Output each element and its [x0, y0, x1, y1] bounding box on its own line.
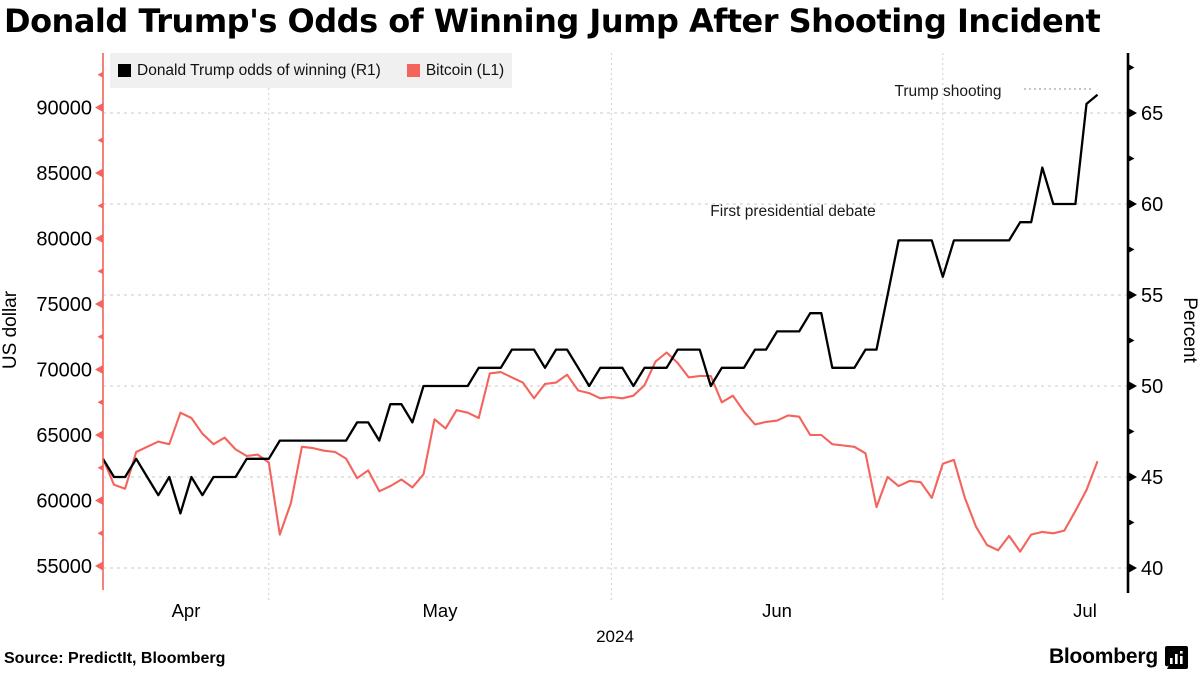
left-axis-tick-label: 55000	[36, 556, 92, 578]
page-title: Donald Trump's Odds of Winning Jump Afte…	[4, 2, 1101, 40]
bloomberg-logo: Bloomberg	[1049, 645, 1188, 669]
left-axis-tick-label: 70000	[36, 360, 92, 382]
legend-item-bitcoin: Bitcoin (L1)	[406, 61, 505, 80]
left-axis-ticks	[95, 71, 103, 571]
horizontal-gridlines	[103, 112, 1128, 569]
legend-label-bitcoin: Bitcoin (L1)	[425, 61, 505, 79]
x-axis-month-label: May	[423, 600, 459, 621]
right-axis-tick-label: 65	[1141, 103, 1163, 125]
right-axis-ticks	[1129, 64, 1137, 573]
bloomberg-wordmark: Bloomberg	[1048, 645, 1158, 668]
bitcoin-line	[102, 351, 1099, 553]
trump-odds-swatch-icon	[118, 64, 131, 77]
x-axis-month-label: Jun	[762, 600, 792, 621]
x-axis-year-label: 2024	[596, 627, 634, 646]
left-axis-tick-label: 75000	[36, 294, 92, 316]
left-axis-tick-label: 85000	[36, 163, 92, 185]
left-axis-tick-label: 65000	[36, 425, 92, 447]
annotation-label: First presidential debate	[710, 203, 875, 220]
trump-odds-line	[102, 93, 1099, 515]
right-axis-title: Percent	[1179, 297, 1200, 363]
right-axis-tick-label: 45	[1141, 467, 1163, 489]
left-axis-tick-label: 90000	[36, 98, 92, 120]
annotation-label: Trump shooting	[894, 83, 1001, 100]
right-axis-tick-label: 50	[1141, 376, 1163, 398]
legend: Donald Trump odds of winning (R1) Bitcoi…	[110, 53, 513, 88]
legend-item-trump-odds: Donald Trump odds of winning (R1)	[118, 62, 381, 80]
right-axis-tick-label: 40	[1141, 558, 1163, 580]
month-gridlines	[268, 53, 944, 600]
left-axis-title: US dollar	[0, 290, 21, 369]
x-axis-month-label: Jul	[1073, 600, 1097, 621]
right-axis-tick-label: 60	[1141, 194, 1163, 216]
left-axis-tick-label: 60000	[36, 491, 92, 513]
left-axis-tick-label: 80000	[36, 229, 92, 251]
legend-label-trump-odds: Donald Trump odds of winning (R1)	[137, 61, 381, 79]
right-axis-tick-label: 55	[1141, 285, 1163, 307]
bitcoin-swatch-icon	[406, 64, 420, 77]
source-note: Source: PredictIt, Bloomberg	[4, 650, 226, 667]
x-axis-month-label: Apr	[172, 600, 201, 621]
bloomberg-terminal-icon	[1165, 645, 1188, 669]
